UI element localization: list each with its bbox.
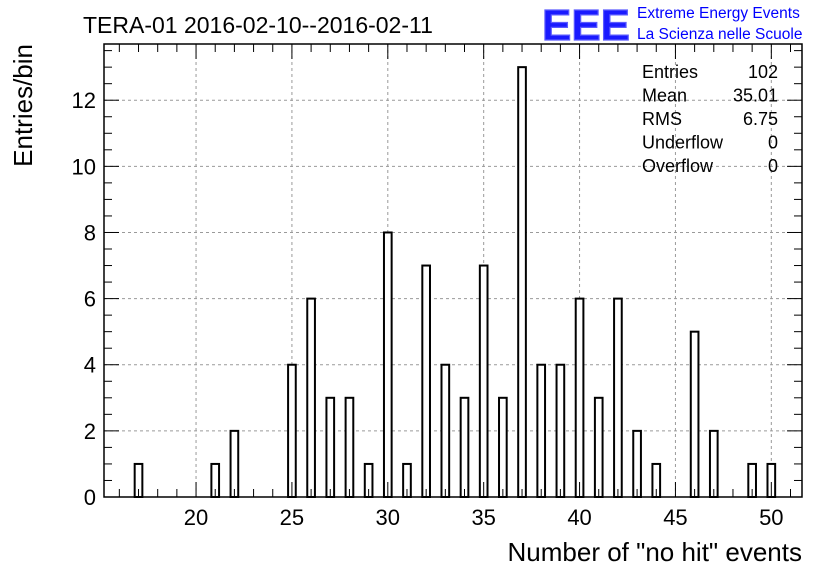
histogram-bar (536, 363, 547, 498)
stats-value: 6.75 (743, 109, 778, 129)
logo-line-2: La Scienza nelle Scuole (637, 26, 802, 43)
histogram-bar (440, 363, 451, 498)
stats-value: 0 (768, 133, 778, 153)
x-axis-label: Number of "no hit" events (508, 537, 803, 567)
stats-label: Underflow (642, 133, 724, 153)
y-tick-label: 10 (72, 154, 96, 179)
stats-value: 102 (748, 62, 778, 82)
logo-mark: EEE (542, 1, 630, 50)
stats-label: RMS (642, 109, 682, 129)
histogram-bar (632, 429, 642, 499)
histogram-bar (708, 429, 719, 499)
grid (104, 44, 802, 497)
histogram-bar (344, 396, 355, 498)
histogram-bar (517, 66, 527, 498)
y-tick-label: 2 (84, 419, 96, 444)
stats-box: Entries 102 Mean 35.01 RMS 6.75 Underflow 0 Over… (642, 62, 778, 176)
histogram-bar (555, 363, 566, 498)
eee-logo: EEE Extreme Energy Events La Scienza nel… (541, 0, 802, 50)
plot-frame (103, 43, 803, 498)
x-tick-label: 50 (759, 505, 783, 530)
histogram-bar (574, 297, 585, 498)
stats-label: Entries (642, 62, 698, 82)
x-tick-label: 45 (663, 505, 687, 530)
histogram-bar (306, 297, 316, 498)
x-tick-label: 20 (184, 505, 208, 530)
stats-value: 35.01 (733, 86, 778, 106)
y-tick-label: 0 (84, 485, 96, 510)
y-axis-label: Entries/bin (8, 44, 38, 167)
stats-value: 0 (768, 156, 778, 176)
histogram-bar (382, 231, 393, 498)
y-tick-label: 6 (84, 287, 96, 312)
histogram-bar (689, 330, 700, 498)
x-tick-label: 30 (376, 505, 400, 530)
histogram-bar (459, 396, 470, 498)
y-tick-label: 8 (84, 220, 96, 245)
histogram-bar (325, 396, 336, 498)
logo-line-1: Extreme Energy Events (637, 5, 800, 22)
x-tick-label: 35 (471, 505, 495, 530)
histogram-bar (421, 264, 431, 499)
axes: 20 25 30 35 40 45 50 0 2 4 6 8 10 12 (72, 43, 803, 530)
histogram-bar (287, 363, 297, 498)
histogram-bar (498, 396, 508, 498)
histogram-bar (478, 264, 489, 499)
x-tick-label: 40 (567, 505, 591, 530)
x-tick-label: 25 (280, 505, 304, 530)
stats-label: Mean (642, 86, 687, 106)
y-tick-label: 12 (72, 88, 96, 113)
histogram-bar (613, 297, 623, 498)
stats-label: Overflow (642, 156, 714, 176)
histogram-bar (593, 396, 604, 498)
chart-title: TERA-01 2016-02-10--2016-02-11 (83, 12, 433, 38)
y-tick-label: 4 (84, 353, 96, 378)
histogram-bar (229, 429, 240, 499)
